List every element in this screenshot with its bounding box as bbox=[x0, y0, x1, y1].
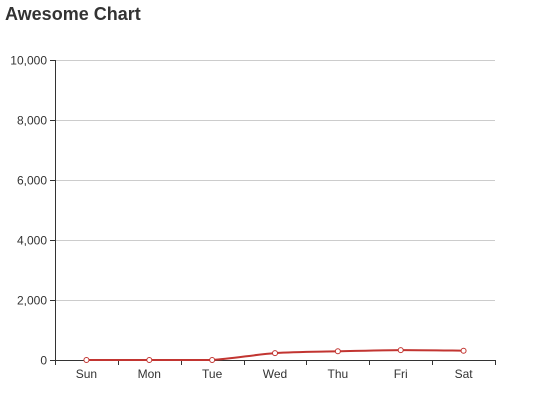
data-point bbox=[334, 348, 341, 355]
x-tick-label: Mon bbox=[138, 367, 161, 381]
data-point bbox=[83, 357, 90, 363]
y-tick-label: 8,000 bbox=[17, 114, 47, 128]
y-tick-label: 6,000 bbox=[17, 174, 47, 188]
x-tick-label: Thu bbox=[328, 367, 349, 381]
series bbox=[83, 347, 467, 363]
x-axis-ticks: Sun Mon Tue Wed Thu Fri Sat bbox=[55, 360, 496, 381]
x-tick-label: Sun bbox=[76, 367, 97, 381]
y-tick-label: 2,000 bbox=[17, 294, 47, 308]
axes bbox=[55, 60, 495, 361]
y-tick-label: 4,000 bbox=[17, 234, 47, 248]
data-point bbox=[397, 347, 404, 354]
x-tick-label: Wed bbox=[263, 367, 287, 381]
grid-lines bbox=[55, 60, 495, 301]
data-point bbox=[146, 357, 153, 363]
x-tick-label: Tue bbox=[202, 367, 223, 381]
x-tick-label: Fri bbox=[394, 367, 408, 381]
data-point bbox=[209, 357, 216, 363]
data-point bbox=[460, 347, 467, 354]
chart-title: Awesome Chart bbox=[5, 4, 141, 24]
y-axis-ticks: 0 2,000 4,000 6,000 8,000 10,000 bbox=[10, 54, 55, 368]
x-tick-label: Sat bbox=[455, 367, 474, 381]
data-point bbox=[272, 350, 278, 357]
y-tick-label: 10,000 bbox=[10, 54, 47, 68]
y-tick-label: 0 bbox=[40, 354, 47, 368]
